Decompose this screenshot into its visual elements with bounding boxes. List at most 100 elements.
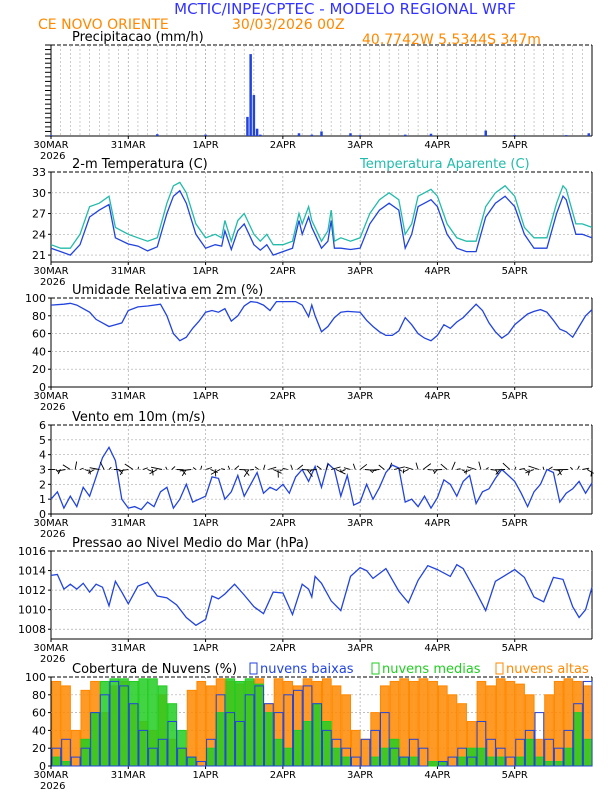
wind-arrow <box>165 466 168 470</box>
wind-arrow <box>528 469 530 476</box>
x-tick-label: 31MAR <box>111 391 146 402</box>
cloud-bar <box>90 712 100 767</box>
x-tick-label: 2APR <box>270 266 296 277</box>
cloud-bar <box>293 729 303 767</box>
cloud-bar <box>264 703 274 767</box>
x-tick-label: 4APR <box>424 770 450 781</box>
wind-arrow <box>279 469 284 472</box>
wind-arrow <box>227 465 231 470</box>
cloud-bar <box>389 738 400 767</box>
wind-arrow <box>415 462 419 470</box>
cloud-bar <box>544 694 554 767</box>
x-tick-label: 31MAR <box>111 770 146 781</box>
y-tick-label: 30 <box>32 187 46 200</box>
x-tick-label: 30MAR <box>33 518 68 529</box>
wind-arrow <box>210 469 221 475</box>
wind-arrow <box>273 469 282 474</box>
cloud-bar <box>312 703 323 767</box>
x-tick-label: 3APR <box>347 643 373 654</box>
panel-1: 30MAR 31MAR 1APR 2APR 3APR 4APR 5APR 2026 21 24 27… <box>32 157 593 288</box>
x-tick-label: 5APR <box>502 770 528 781</box>
wind-arrow <box>570 466 573 470</box>
wind-arrow <box>519 467 525 470</box>
cloud-bar <box>99 680 110 767</box>
cloud-bar <box>128 680 139 767</box>
wind-arrow <box>456 468 461 470</box>
cloud-bar <box>379 747 390 767</box>
x-tick-label: 4APR <box>424 518 450 529</box>
cloud-bar <box>283 694 294 767</box>
precip-bar <box>246 116 249 136</box>
cloud-bar <box>437 761 448 767</box>
wind-arrow <box>525 469 535 474</box>
wind-arrow <box>137 466 140 470</box>
wind-arrow <box>205 467 213 470</box>
legend-swatch <box>371 662 380 675</box>
cloud-bar <box>322 729 332 767</box>
wind-arrow <box>378 464 385 470</box>
cloud-bar <box>495 678 506 767</box>
cloud-bar <box>206 738 216 767</box>
cloud-bar <box>148 747 158 767</box>
cloud-bar <box>582 738 593 767</box>
cloud-bar <box>196 680 207 767</box>
precip-bar <box>49 135 53 136</box>
cloud-bar <box>515 756 525 767</box>
x-tick-label: 30MAR <box>33 391 68 402</box>
wind-arrow <box>528 465 540 470</box>
precip-bar <box>564 135 568 136</box>
cloud-bar <box>379 712 390 767</box>
cloud-bar <box>196 761 207 767</box>
precip-bar <box>403 134 407 136</box>
cloud-bar <box>235 680 245 767</box>
cloud-bar <box>157 738 168 767</box>
cloud-bar <box>360 738 371 767</box>
cloud-bar <box>254 685 265 767</box>
x-tick-label: 5APR <box>502 266 528 277</box>
cloud-bar <box>370 729 380 767</box>
cloud-bar <box>225 712 236 767</box>
wind-arrow <box>268 466 277 470</box>
panel-title: Precipitacao (mm/h) <box>72 30 204 45</box>
y-tick-label: 60 <box>32 328 46 341</box>
wind-arrow <box>405 466 414 470</box>
y-tick-label: 80 <box>32 310 46 323</box>
y-tick-label: 0 <box>39 508 46 521</box>
cloud-bar <box>447 694 458 767</box>
wind-arrow <box>210 469 218 474</box>
x-tick-label: 2APR <box>270 518 296 529</box>
panel-title: Pressao ao Nivel Medio do Mar (hPa) <box>72 536 309 551</box>
y-tick-label: 5 <box>39 434 46 447</box>
wind-arrow <box>359 463 368 470</box>
wind-arrow <box>331 466 341 470</box>
x-year-label: 2026 <box>40 402 65 413</box>
wind-arrow <box>87 469 95 474</box>
cloud-bar <box>283 747 294 767</box>
x-tick-label: 1APR <box>192 643 218 654</box>
x-tick-label: 2APR <box>270 140 296 151</box>
wind-arrow <box>118 469 129 472</box>
y-tick-label: 60 <box>32 707 46 720</box>
x-tick-label: 31MAR <box>111 518 146 529</box>
x-tick-label: 5APR <box>502 391 528 402</box>
cloud-bar <box>524 738 535 767</box>
cloud-bar <box>582 680 593 767</box>
cloud-bar <box>573 712 583 767</box>
y-tick-label: 100 <box>25 671 46 684</box>
cloud-bar <box>563 747 574 767</box>
wind-arrow <box>478 461 482 470</box>
precip-bar <box>297 133 301 136</box>
y-tick-label: 40 <box>32 345 46 358</box>
wind-arrow <box>586 469 594 474</box>
precip-bar <box>513 135 516 136</box>
y-tick-label: 0 <box>39 760 46 773</box>
wind-arrow <box>557 469 562 476</box>
y-tick-label: 2 <box>39 478 46 491</box>
cloud-bar <box>563 729 574 767</box>
wind-arrow <box>74 461 78 470</box>
wind-arrow <box>440 463 448 470</box>
wind-arrow <box>422 463 432 470</box>
legend-label: nuvens altas <box>506 662 589 677</box>
y-tick-label: 33 <box>32 166 46 179</box>
y-tick-label: 6 <box>39 419 46 432</box>
